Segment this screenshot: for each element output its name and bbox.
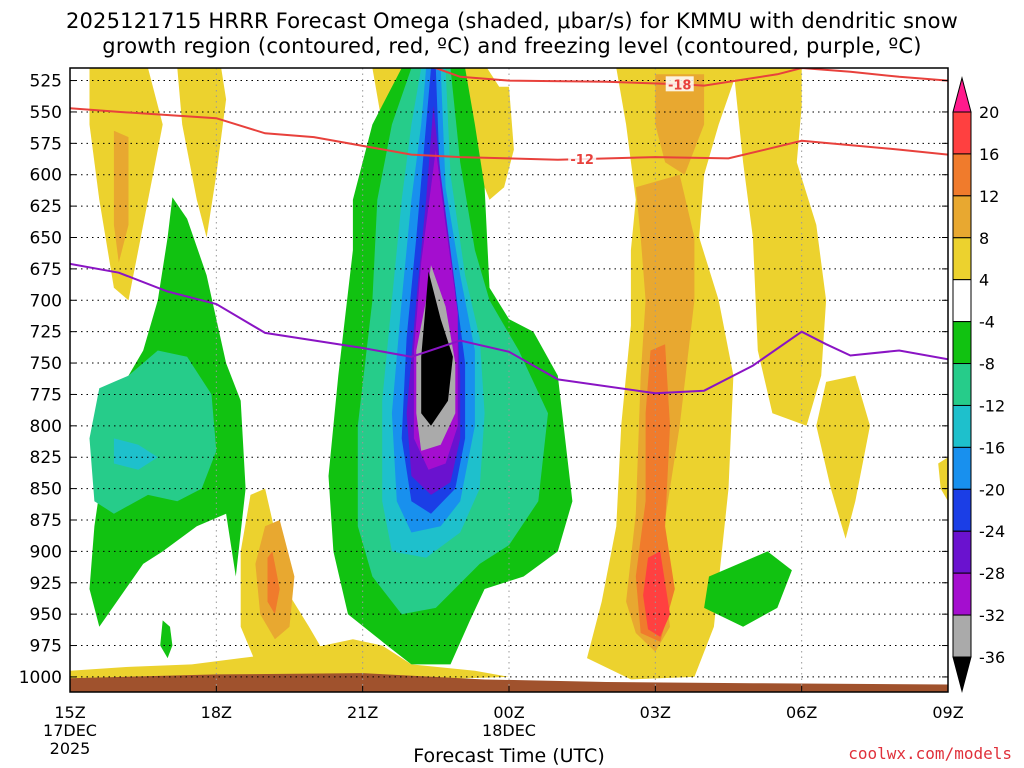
x-tick-label: 15Z <box>54 703 85 722</box>
omega-region-neg4 <box>160 620 173 659</box>
colorbar-label: 4 <box>979 271 989 290</box>
colorbar-segment <box>952 237 972 281</box>
y-tick-label: 575 <box>30 134 62 154</box>
colorbar-label: -24 <box>979 522 1005 541</box>
chart-title-line-1: 2025121715 HRRR Forecast Omega (shaded, … <box>65 9 959 33</box>
contours: -12 -18 <box>70 68 948 395</box>
y-tick-label: 750 <box>30 354 62 374</box>
colorbar-label: 8 <box>979 229 989 248</box>
colorbar-segment <box>952 111 972 155</box>
colorbar-label: 16 <box>979 145 999 164</box>
contour-label-bg <box>665 76 694 92</box>
y-tick-label: 900 <box>30 542 62 562</box>
y-tick-label: 600 <box>30 166 62 186</box>
x-tick-label: 00Z <box>493 703 524 722</box>
x-tick-sublabel: 17DEC <box>43 721 97 740</box>
grid <box>70 68 948 692</box>
colorbar-label: -4 <box>979 313 995 332</box>
y-tick-label: 800 <box>30 417 62 437</box>
dgz-contour-label: -12 <box>570 153 594 168</box>
colorbar-segment <box>952 488 972 532</box>
omega-region-4 <box>938 457 948 502</box>
omega-region-4 <box>177 68 227 238</box>
y-tick-label: 650 <box>30 228 62 248</box>
y-tick-label: 775 <box>30 385 62 405</box>
x-tick-label: 06Z <box>786 703 817 722</box>
colorbar-segment <box>952 153 972 197</box>
y-axis: 525 550 575 600 625 650 675 700 725 750 775 800 825 8… <box>19 72 948 688</box>
omega-shading <box>70 68 948 684</box>
terrain-surface <box>70 673 948 692</box>
colorbar-segment <box>952 572 972 616</box>
omega-region-16 <box>643 551 670 637</box>
y-tick-label: 625 <box>30 197 62 217</box>
y-tick-label: 675 <box>30 260 62 280</box>
colorbar-bottom-arrow <box>952 656 972 693</box>
y-tick-label: 550 <box>30 103 62 123</box>
colorbar-label: -12 <box>979 396 1005 415</box>
omega-region-4 <box>816 375 870 539</box>
y-tick-label: 725 <box>30 323 62 343</box>
colorbar-label: -8 <box>979 355 995 374</box>
colorbar-segment <box>952 321 972 365</box>
y-tick-label: 1000 <box>19 668 62 688</box>
colorbar-segment <box>952 446 972 490</box>
x-tick-label: 03Z <box>640 703 671 722</box>
x-tick-sublabel: 18DEC <box>482 721 536 740</box>
x-tick-label: 21Z <box>347 703 378 722</box>
omega-region-neg12 <box>113 438 158 470</box>
colorbar-segment <box>952 363 972 406</box>
colorbar-label: -16 <box>979 438 1005 457</box>
colorbar-segment <box>952 530 972 574</box>
y-tick-label: 850 <box>30 480 62 500</box>
colorbar-label: -32 <box>979 606 1005 625</box>
contour-label-bg <box>568 151 597 167</box>
y-tick-label: 875 <box>30 511 62 531</box>
y-tick-label: 825 <box>30 448 62 468</box>
colorbar-label: -20 <box>979 480 1005 499</box>
omega-region-neg8 <box>89 350 217 514</box>
colorbar-segment <box>952 614 972 658</box>
omega-region-8 <box>113 130 129 263</box>
x-tick-sublabel: 2025 <box>50 739 91 758</box>
omega-region-8 <box>655 74 705 175</box>
x-tick-label: 09Z <box>932 703 963 722</box>
colorbar-segment <box>952 279 972 323</box>
y-tick-label: 925 <box>30 574 62 594</box>
y-tick-label: 700 <box>30 291 62 311</box>
colorbar-label: 20 <box>979 103 999 122</box>
x-tick-label: 18Z <box>201 703 232 722</box>
omega-region-4 <box>733 68 827 426</box>
y-tick-label: 950 <box>30 605 62 625</box>
x-axis-label: Forecast Time (UTC) <box>413 745 604 767</box>
colorbar-segment <box>952 404 972 448</box>
colorbar-label: 12 <box>979 187 999 206</box>
dgz-contour-neg12 <box>70 107 948 161</box>
freezing-level-contour <box>70 262 948 395</box>
omega-region-neg4 <box>704 551 792 627</box>
y-tick-label: 975 <box>30 637 62 657</box>
colorbar-top-arrow <box>952 76 972 113</box>
colorbar-label: -36 <box>979 648 1005 667</box>
credit-text: coolwx.com/models <box>848 744 1012 763</box>
colorbar-label: -28 <box>979 564 1005 583</box>
y-tick-label: 525 <box>30 72 62 92</box>
dgz-contour-label: -18 <box>668 78 692 93</box>
colorbar: 20 16 12 8 4 -4 -8 -12 -16 -20 -24 -28 -32 -36 <box>952 76 1005 693</box>
terrain <box>70 673 948 692</box>
chart-title-line-2: growth region (contoured, red, ºC) and f… <box>102 34 922 58</box>
omega-region-4 <box>70 639 509 684</box>
colorbar-segment <box>952 195 972 239</box>
